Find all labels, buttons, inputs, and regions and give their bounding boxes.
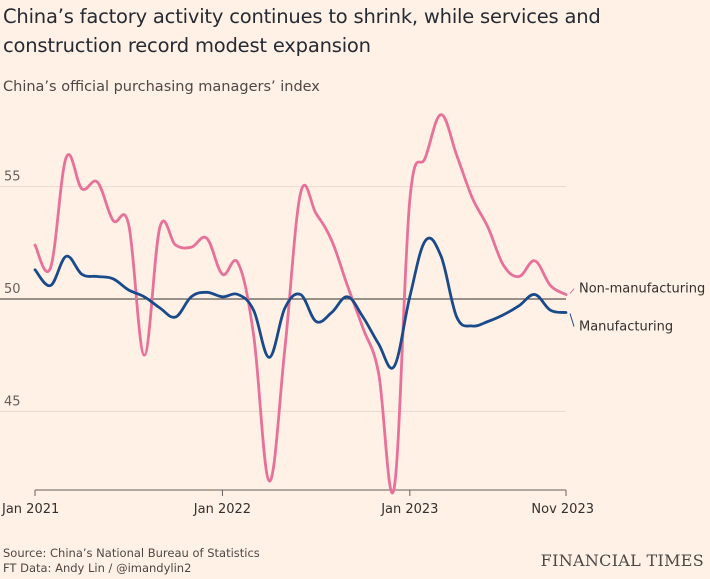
series-label: Non-manufacturing — [579, 282, 705, 297]
series-label-connector — [569, 313, 575, 327]
y-tick-label: 50 — [4, 282, 21, 297]
x-tick-label: Jan 2021 — [1, 502, 59, 517]
line-chart: Jan 2021 Jan 2022 Jan 2023 Nov 2023 455055 … — [0, 113, 705, 517]
y-tick-label: 55 — [4, 170, 21, 185]
credit-line: FT Data: Andy Lin / @imandylin2 — [3, 561, 192, 575]
source-note: Source: China’s National Bureau of Stati… — [3, 546, 260, 576]
series-line-non-manufacturing — [33, 113, 568, 495]
source-line: Source: China’s National Bureau of Stati… — [3, 546, 260, 560]
series-lines — [33, 113, 568, 495]
grid-lines — [0, 186, 566, 412]
chart-title: China’s factory activity continues to sh… — [3, 5, 601, 57]
x-tick-label: Nov 2023 — [531, 502, 594, 517]
chart-subtitle: China’s official purchasing managers’ in… — [3, 79, 320, 95]
ft-logo-text: FINANCIAL TIMES — [540, 551, 704, 570]
x-axis: Jan 2021 Jan 2022 Jan 2023 Nov 2023 — [1, 489, 594, 517]
x-tick-label: Jan 2022 — [193, 502, 251, 517]
series-label-connector — [569, 288, 575, 294]
y-tick-label: 45 — [4, 394, 21, 409]
series-labels: Non-manufacturing Manufacturing — [569, 282, 705, 334]
y-axis: 45 50 55 — [4, 170, 21, 410]
series-line-manufacturing — [33, 236, 568, 370]
series-label: Manufacturing — [579, 319, 673, 334]
x-tick-label: Jan 2023 — [380, 502, 438, 517]
